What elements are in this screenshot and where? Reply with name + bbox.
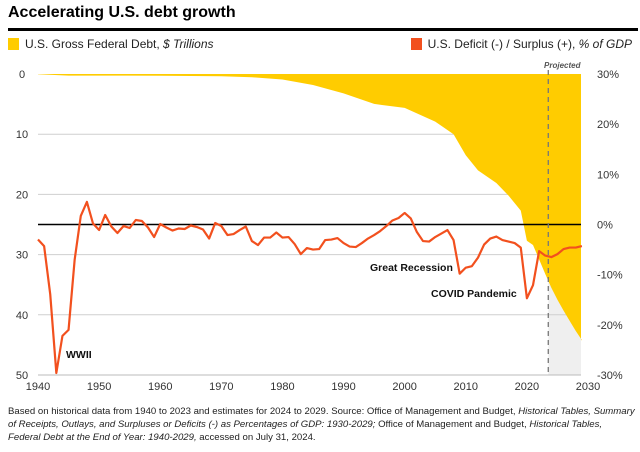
projected-label: Projected bbox=[544, 61, 582, 70]
right-axis-tick: -20% bbox=[597, 320, 623, 332]
legend-debt-label: U.S. Gross Federal Debt, bbox=[25, 37, 164, 51]
footnote-source-1: Historical Tables, Summary of Receipts, … bbox=[8, 406, 635, 430]
footnote-text-2: Office of Management and Budget, bbox=[375, 419, 530, 430]
x-axis-tick: 1980 bbox=[270, 381, 294, 393]
right-axis-tick: 10% bbox=[597, 169, 619, 181]
legend-debt: U.S. Gross Federal Debt, $ Trillions bbox=[8, 37, 214, 51]
left-axis-tick: 30 bbox=[16, 250, 28, 262]
x-axis-tick: 1940 bbox=[26, 381, 50, 393]
left-axis-tick: 10 bbox=[16, 129, 28, 141]
x-axis-tick: 2010 bbox=[454, 381, 478, 393]
title-rule bbox=[8, 28, 638, 31]
annotation-label: WWII bbox=[66, 349, 92, 361]
legend-deficit-text: U.S. Deficit (-) / Surplus (+), % of GDP bbox=[428, 37, 632, 51]
legend-deficit-label: U.S. Deficit (-) / Surplus (+), bbox=[427, 37, 579, 51]
annotation-label: Great Recession bbox=[370, 262, 453, 274]
x-axis-tick: 2020 bbox=[515, 381, 539, 393]
footnote: Based on historical data from 1940 to 20… bbox=[8, 405, 636, 444]
legend-debt-unit: $ Trillions bbox=[163, 37, 214, 51]
legend-debt-text: U.S. Gross Federal Debt, $ Trillions bbox=[25, 37, 214, 51]
x-axis-tick: 1950 bbox=[87, 381, 111, 393]
plot-area: Projected0102030405030%20%10%0%-10%-20%-… bbox=[16, 61, 623, 393]
left-axis-tick: 0 bbox=[19, 69, 25, 81]
left-axis-tick: 40 bbox=[16, 310, 28, 322]
annotation-label: COVID Pandemic bbox=[431, 288, 517, 300]
left-axis-tick: 50 bbox=[16, 370, 28, 382]
left-axis-tick: 20 bbox=[16, 189, 28, 201]
legend-deficit: U.S. Deficit (-) / Surplus (+), % of GDP bbox=[410, 37, 632, 51]
legend-debt-swatch bbox=[8, 38, 19, 50]
legend-deficit-swatch bbox=[410, 38, 422, 50]
right-axis-tick: 30% bbox=[597, 69, 619, 81]
right-axis-tick: -10% bbox=[597, 270, 623, 282]
right-axis-tick: -30% bbox=[597, 370, 623, 382]
x-axis-tick: 1970 bbox=[209, 381, 233, 393]
footnote-text-3: accessed on July 31, 2024. bbox=[196, 432, 316, 443]
legend-deficit-unit: % of GDP bbox=[578, 37, 632, 51]
x-axis-tick: 1960 bbox=[148, 381, 172, 393]
footnote-source-2: Historical Tables, Federal Debt at the E… bbox=[8, 419, 603, 443]
debt-area bbox=[38, 74, 582, 341]
right-axis-tick: 20% bbox=[597, 119, 619, 131]
footnote-text-1: Based on historical data from 1940 to 20… bbox=[8, 406, 519, 417]
right-axis-tick: 0% bbox=[597, 220, 613, 232]
x-axis-tick: 2030 bbox=[576, 381, 600, 393]
deficit-line bbox=[37, 200, 583, 375]
x-axis-tick: 1990 bbox=[331, 381, 355, 393]
x-axis-tick: 2000 bbox=[392, 381, 416, 393]
chart-title: Accelerating U.S. debt growth bbox=[8, 4, 236, 21]
